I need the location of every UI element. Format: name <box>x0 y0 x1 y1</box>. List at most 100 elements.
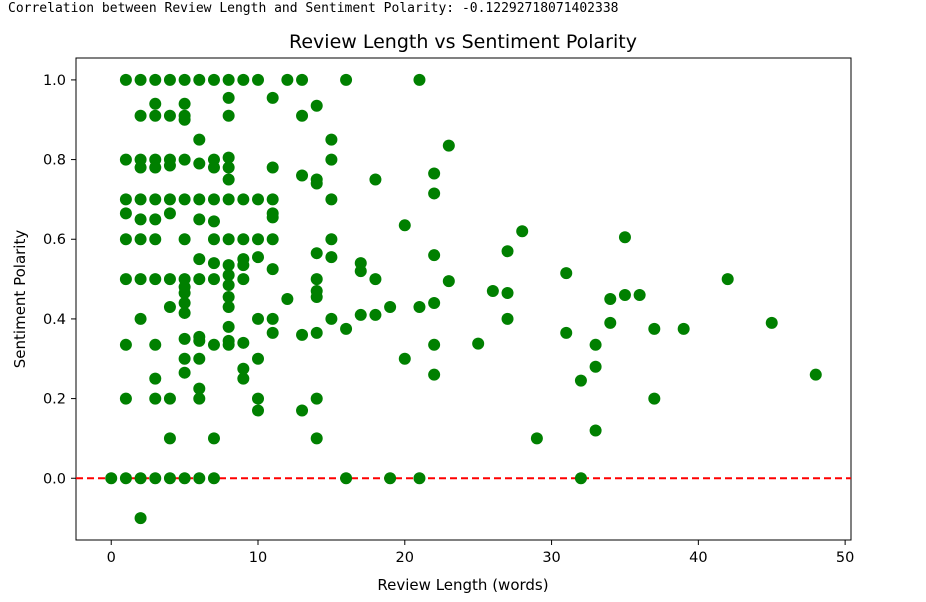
data-point <box>721 273 734 286</box>
y-tick-label: 1.0 <box>43 73 66 89</box>
data-point <box>178 73 191 86</box>
data-point <box>149 73 162 86</box>
data-point <box>163 193 176 206</box>
data-point <box>178 306 191 319</box>
data-point <box>222 73 235 86</box>
console-output-line: Correlation between Review Length and Se… <box>8 1 619 16</box>
data-point <box>149 273 162 286</box>
data-point <box>369 273 382 286</box>
data-point <box>252 392 265 405</box>
data-point <box>296 109 309 122</box>
data-point <box>119 153 132 166</box>
data-point <box>178 287 191 300</box>
data-point <box>428 368 441 381</box>
data-point <box>237 372 250 385</box>
data-point <box>266 211 279 224</box>
data-point <box>237 233 250 246</box>
data-point <box>207 161 220 174</box>
data-point <box>252 404 265 417</box>
data-point <box>281 293 294 305</box>
data-point <box>134 233 147 246</box>
data-point <box>428 187 441 200</box>
data-point <box>310 326 323 339</box>
data-point <box>384 472 397 485</box>
data-point <box>428 249 441 262</box>
data-point <box>398 219 411 232</box>
data-point <box>207 472 220 485</box>
data-point <box>207 193 220 206</box>
data-point <box>560 267 573 280</box>
data-point <box>119 338 132 351</box>
data-point <box>604 316 617 329</box>
data-point <box>310 99 323 112</box>
data-point <box>149 193 162 206</box>
data-point <box>633 289 646 302</box>
data-point <box>310 247 323 260</box>
x-tick-label: 30 <box>542 550 560 566</box>
data-point <box>207 432 220 445</box>
x-tick-label: 50 <box>836 550 854 566</box>
points-layer <box>105 73 822 525</box>
data-point <box>207 233 220 246</box>
data-point <box>222 338 235 351</box>
data-point <box>252 193 265 206</box>
data-point <box>589 360 602 373</box>
data-point <box>677 322 690 335</box>
data-point <box>310 291 323 304</box>
data-point <box>134 273 147 286</box>
data-point <box>501 245 514 258</box>
chart-title: Review Length vs Sentiment Polarity <box>289 31 637 53</box>
data-point <box>369 308 382 321</box>
x-tick-label: 10 <box>249 550 267 566</box>
data-point <box>119 472 132 485</box>
data-point <box>178 153 191 166</box>
data-point <box>193 392 206 405</box>
data-point <box>530 432 543 445</box>
data-point <box>222 269 235 282</box>
data-point <box>618 289 631 302</box>
data-point <box>163 159 176 172</box>
data-point <box>266 91 279 104</box>
data-point <box>310 273 323 286</box>
data-point <box>428 296 441 309</box>
data-point <box>222 279 235 292</box>
data-point <box>266 326 279 339</box>
data-point <box>163 73 176 86</box>
data-point <box>163 207 176 220</box>
data-point <box>149 233 162 246</box>
data-point <box>354 308 367 321</box>
data-point <box>325 193 338 206</box>
data-point <box>266 233 279 246</box>
data-point <box>134 193 147 206</box>
data-point <box>193 193 206 206</box>
x-tick-label: 20 <box>396 550 414 566</box>
data-point <box>163 392 176 405</box>
data-point <box>501 312 514 325</box>
data-point <box>428 338 441 351</box>
data-point <box>266 312 279 325</box>
data-point <box>193 352 206 365</box>
x-tick-label: 40 <box>689 550 707 566</box>
data-point <box>149 161 162 174</box>
data-point <box>178 109 191 122</box>
data-point <box>119 392 132 405</box>
data-point <box>178 352 191 365</box>
y-tick-label: 0.6 <box>43 232 66 248</box>
data-point <box>428 167 441 180</box>
data-point <box>237 193 250 206</box>
data-point <box>222 161 235 174</box>
data-point <box>310 392 323 405</box>
data-point <box>149 338 162 351</box>
data-point <box>119 273 132 286</box>
data-point <box>134 161 147 174</box>
data-point <box>207 257 220 270</box>
data-point <box>193 334 206 347</box>
data-point <box>325 312 338 325</box>
data-point <box>618 231 631 244</box>
data-point <box>266 263 279 276</box>
data-point <box>296 73 309 86</box>
data-point <box>765 316 778 329</box>
data-point <box>193 133 206 146</box>
data-point <box>163 472 176 485</box>
x-axis-ticks: 0 10 20 30 40 50 <box>107 540 854 566</box>
